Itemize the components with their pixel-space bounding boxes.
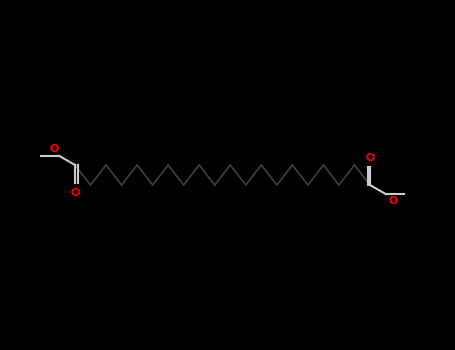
Text: O: O [71, 188, 80, 198]
Text: O: O [365, 153, 374, 163]
Text: O: O [49, 144, 58, 154]
Text: O: O [389, 196, 398, 206]
